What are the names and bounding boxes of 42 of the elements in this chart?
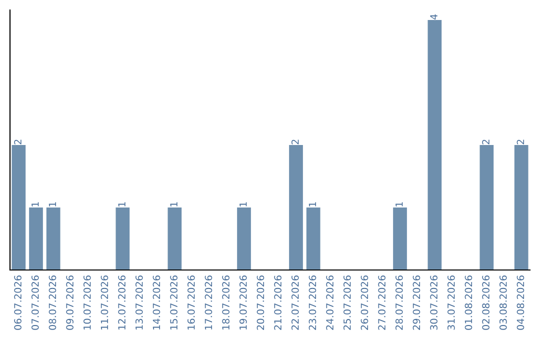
- x-tick-label: 22.07.2026: [291, 275, 299, 330]
- data-label: 2: [291, 140, 299, 144]
- x-tick-label: 08.07.2026: [48, 275, 56, 330]
- x-tick-label: 17.07.2026: [204, 275, 212, 330]
- x-tick-label: 18.07.2026: [222, 275, 230, 330]
- x-tick-label: 16.07.2026: [187, 275, 195, 330]
- x-tick-label: 06.07.2026: [14, 275, 22, 330]
- x-tick-label: 02.08.2026: [482, 275, 490, 330]
- data-label: 1: [240, 202, 247, 206]
- x-tick-label: 31.07.2026: [447, 275, 455, 330]
- x-tick-label: 15.07.2026: [170, 275, 178, 330]
- data-label: 1: [396, 202, 403, 206]
- x-tick-label: 13.07.2026: [135, 275, 143, 330]
- x-tick-label: 10.07.2026: [83, 275, 91, 330]
- x-tick-label: 07.07.2026: [31, 275, 39, 330]
- data-label: 1: [308, 202, 316, 206]
- x-tick-label: 11.07.2026: [100, 275, 108, 330]
- data-label: 1: [118, 202, 126, 206]
- x-tick-label: 27.07.2026: [378, 275, 386, 330]
- data-label: 2: [516, 140, 524, 144]
- x-tick-label: 21.07.2026: [274, 275, 282, 330]
- data-label: 1: [170, 202, 178, 206]
- data-label: 2: [14, 140, 22, 144]
- x-tick-label: 09.07.2026: [66, 275, 74, 330]
- x-tick-label: 26.07.2026: [360, 275, 368, 330]
- x-tick-label: 14.07.2026: [152, 275, 160, 330]
- x-tick-label: 19.07.2026: [239, 275, 247, 330]
- data-label: 1: [48, 202, 56, 206]
- x-tick-label: 20.07.2026: [256, 275, 264, 330]
- data-label: 1: [32, 202, 39, 206]
- x-tick-label: 30.07.2026: [430, 275, 438, 330]
- x-tick-label: 12.07.2026: [118, 275, 126, 330]
- x-tick-label: 25.07.2026: [343, 275, 351, 330]
- data-label: 4: [430, 14, 438, 20]
- x-tick-label: 28.07.2026: [395, 275, 403, 330]
- x-tick-label: 03.08.2026: [499, 275, 507, 330]
- x-tick-label: 24.07.2026: [326, 275, 334, 330]
- x-tick-label: 23.07.2026: [308, 275, 316, 330]
- data-label: 2: [482, 140, 490, 144]
- x-tick-label: 01.08.2026: [464, 275, 472, 330]
- x-tick-label: 29.07.2026: [412, 275, 420, 330]
- x-tick-label: 04.08.2026: [516, 275, 524, 330]
